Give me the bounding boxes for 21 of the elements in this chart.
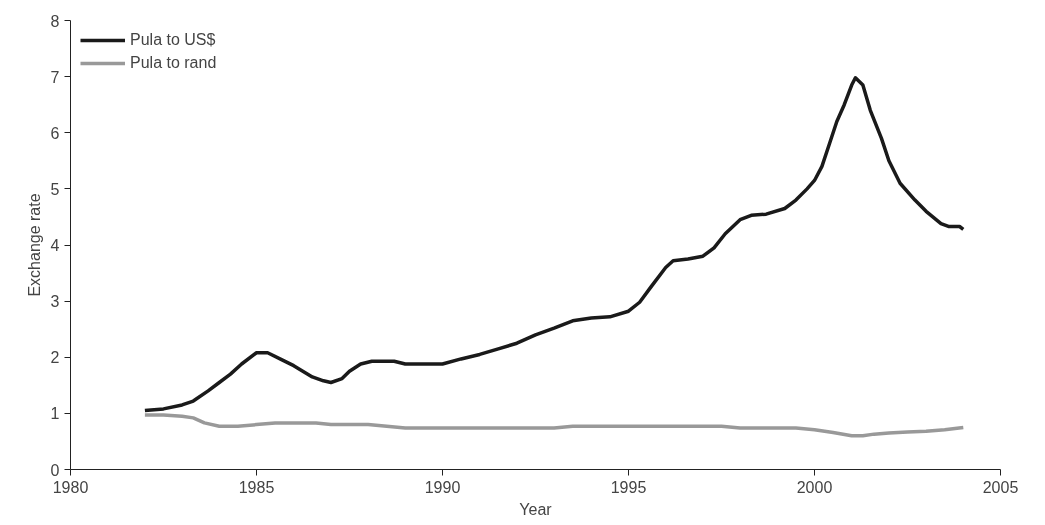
legend-label: Pula to US$ bbox=[130, 31, 216, 49]
x-axis-title: Year bbox=[519, 500, 553, 518]
y-tick-label: 0 bbox=[50, 461, 60, 479]
y-tick-label: 5 bbox=[50, 180, 60, 198]
x-tick-label: 1980 bbox=[52, 478, 89, 496]
y-tick-label: 2 bbox=[50, 349, 60, 367]
legend-label: Pula to rand bbox=[130, 54, 217, 72]
y-tick-label: 3 bbox=[50, 293, 60, 311]
x-tick-label: 1995 bbox=[610, 478, 647, 496]
x-tick-label: 1985 bbox=[238, 478, 275, 496]
y-tick-label: 7 bbox=[50, 68, 60, 86]
line-series bbox=[143, 76, 966, 413]
y-tick-label: 6 bbox=[50, 124, 60, 142]
x-tick-label: 1990 bbox=[424, 478, 461, 496]
line-series bbox=[143, 413, 966, 438]
y-tick-label: 4 bbox=[50, 237, 60, 254]
y-axis-title: Exchange rate bbox=[25, 193, 43, 297]
x-tick-label: 2005 bbox=[982, 478, 1019, 496]
y-tick-label: 8 bbox=[50, 12, 60, 30]
x-tick-label: 2000 bbox=[796, 478, 833, 496]
y-tick-label: 1 bbox=[50, 405, 60, 423]
